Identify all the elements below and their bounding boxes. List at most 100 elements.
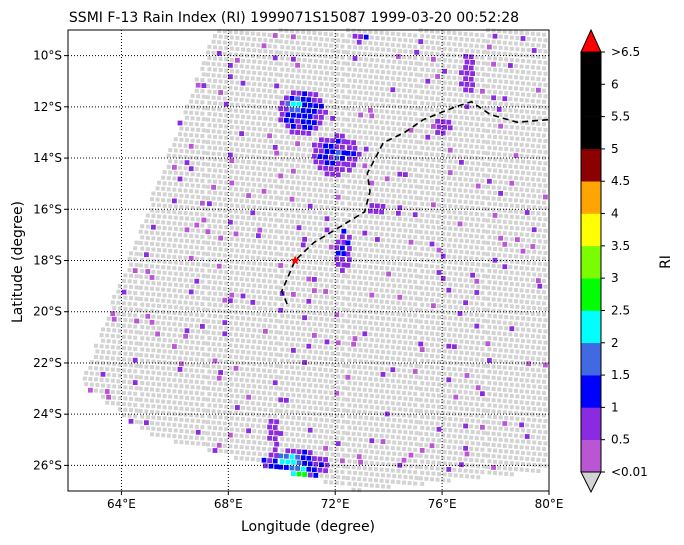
swath-pixel: [161, 175, 166, 180]
swath-pixel: [381, 81, 385, 86]
swath-pixel: [256, 256, 261, 261]
swath-pixel: [493, 224, 497, 229]
swath-pixel: [532, 160, 537, 165]
swath-pixel: [353, 67, 357, 72]
swath-pixel: [420, 179, 425, 184]
swath-pixel: [336, 352, 341, 356]
swath-pixel: [194, 77, 199, 82]
swath-pixel: [420, 90, 425, 94]
swath-pixel: [435, 197, 440, 202]
swath-pixel: [278, 319, 283, 324]
swath-pixel: [369, 192, 374, 197]
swath-pixel: [329, 133, 334, 138]
swath-pixel: [407, 290, 412, 295]
swath-pixel: [234, 411, 238, 416]
swath-pixel: [252, 317, 257, 322]
swath-pixel: [229, 326, 234, 331]
swath-pixel: [224, 359, 229, 364]
swath-pixel: [211, 95, 216, 100]
swath-pixel: [144, 275, 149, 280]
swath-pixel: [157, 281, 161, 286]
swath-pixel: [502, 186, 507, 191]
swath-pixel: [542, 77, 546, 82]
swath-pixel: [235, 327, 240, 332]
swath-pixel: [155, 399, 160, 404]
swath-pixel: [358, 146, 363, 151]
swath-pixel: [430, 152, 434, 157]
swath-pixel: [358, 381, 363, 386]
swath-pixel: [172, 288, 177, 293]
swath-pixel: [241, 36, 245, 41]
swath-pixel: [179, 294, 184, 299]
swath-pixel: [437, 236, 441, 241]
swath-pixel: [280, 168, 285, 173]
swath-pixel: [542, 32, 546, 37]
swath-pixel: [252, 138, 257, 142]
swath-pixel: [458, 31, 462, 36]
swath-pixel: [368, 186, 373, 191]
swath-pixel: [470, 351, 475, 356]
swath-pixel: [245, 42, 250, 47]
swath-pixel: [267, 369, 272, 373]
swath-pixel: [396, 356, 401, 361]
swath-pixel: [502, 51, 507, 56]
swath-pixel: [536, 345, 541, 350]
swath-pixel: [481, 206, 486, 211]
swath-pixel: [334, 290, 339, 295]
swath-pixel: [285, 45, 290, 50]
swath-pixel: [530, 322, 535, 327]
swath-pixel: [403, 228, 408, 233]
swath-pixel: [385, 322, 390, 327]
swath-pixel: [486, 308, 490, 313]
swath-pixel: [241, 417, 245, 422]
swath-pixel: [172, 154, 177, 159]
swath-pixel: [229, 102, 234, 107]
swath-pixel: [452, 131, 457, 136]
swath-pixel: [162, 282, 167, 287]
swath-pixel: [425, 336, 430, 341]
swath-pixel: [386, 115, 391, 120]
swath-pixel: [375, 248, 380, 253]
swath-pixel: [112, 350, 117, 355]
swath-pixel: [340, 178, 345, 183]
swath-pixel: [336, 374, 341, 379]
swath-pixel: [224, 382, 229, 387]
swath-pixel: [190, 172, 195, 177]
swath-pixel: [446, 165, 451, 169]
swath-pixel: [252, 272, 257, 277]
swath-pixel: [172, 243, 177, 248]
swath-pixel: [526, 36, 531, 41]
swath-pixel: [437, 147, 441, 152]
swath-pixel: [334, 178, 339, 183]
swath-pixel: [385, 266, 390, 271]
swath-pixel: [392, 82, 397, 87]
swath-pixel: [313, 361, 318, 366]
swath-pixel: [437, 382, 441, 387]
swath-pixel: [179, 350, 184, 355]
swath-pixel: [325, 407, 329, 412]
swath-pixel: [239, 120, 244, 125]
swath-pixel: [269, 285, 273, 289]
swath-pixel: [245, 188, 250, 192]
swath-pixel: [95, 383, 100, 387]
swath-pixel: [229, 337, 234, 342]
swath-pixel: [347, 44, 352, 49]
swath-pixel: [470, 329, 475, 334]
swath-pixel: [386, 260, 391, 265]
swath-pixel: [437, 337, 441, 342]
swath-pixel: [424, 152, 429, 156]
swath-pixel: [453, 159, 458, 164]
swath-pixel: [150, 208, 154, 213]
swath-pixel: [407, 413, 412, 418]
swath-pixel: [201, 419, 206, 424]
swath-pixel: [480, 178, 485, 183]
swath-pixel: [295, 253, 300, 258]
swath-pixel: [521, 361, 525, 366]
swath-pixel: [418, 73, 423, 78]
swath-pixel: [446, 64, 451, 69]
swath-pixel: [537, 71, 542, 76]
swath-pixel: [134, 296, 139, 301]
swath-pixel: [150, 264, 154, 269]
swath-pixel: [487, 235, 492, 240]
swath-pixel: [217, 73, 222, 78]
